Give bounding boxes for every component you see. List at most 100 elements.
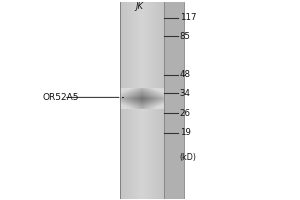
- Bar: [140, 106, 141, 107]
- Bar: [150, 106, 152, 107]
- Bar: [146, 101, 147, 102]
- Bar: [153, 102, 154, 103]
- Bar: [120, 89, 121, 90]
- Bar: [155, 88, 156, 89]
- Bar: [154, 95, 155, 96]
- Bar: [157, 107, 158, 108]
- Bar: [129, 103, 130, 104]
- Bar: [140, 107, 141, 108]
- Bar: [129, 100, 130, 101]
- Bar: [127, 95, 128, 96]
- Bar: [131, 99, 132, 100]
- Bar: [124, 94, 126, 95]
- Bar: [130, 93, 131, 94]
- Bar: [123, 101, 124, 102]
- Bar: [127, 104, 128, 105]
- Bar: [155, 90, 156, 91]
- Bar: [134, 96, 135, 97]
- Bar: [153, 94, 154, 95]
- Bar: [145, 103, 146, 104]
- Bar: [121, 88, 122, 89]
- Bar: [155, 105, 157, 106]
- Bar: [158, 105, 159, 106]
- Bar: [120, 102, 121, 103]
- Bar: [160, 95, 161, 96]
- Bar: [159, 91, 160, 92]
- Bar: [128, 103, 129, 104]
- Bar: [143, 104, 144, 105]
- Bar: [138, 106, 139, 107]
- Bar: [156, 101, 157, 102]
- Bar: [158, 91, 159, 92]
- Bar: [135, 96, 136, 97]
- Bar: [134, 93, 135, 94]
- Bar: [140, 92, 141, 93]
- Bar: [133, 92, 134, 93]
- Bar: [142, 93, 144, 94]
- Bar: [129, 104, 130, 105]
- Bar: [149, 106, 150, 107]
- Bar: [142, 98, 144, 99]
- Bar: [136, 90, 137, 91]
- Bar: [137, 107, 138, 108]
- Bar: [130, 100, 131, 101]
- Bar: [134, 97, 135, 98]
- Bar: [141, 89, 142, 90]
- Bar: [121, 2, 122, 199]
- Bar: [126, 104, 127, 105]
- Bar: [128, 96, 129, 97]
- Bar: [157, 90, 158, 91]
- Bar: [144, 92, 145, 93]
- Bar: [149, 102, 150, 103]
- Bar: [133, 107, 134, 108]
- Bar: [122, 107, 123, 108]
- Bar: [137, 94, 138, 95]
- Bar: [142, 88, 143, 89]
- Bar: [158, 98, 159, 99]
- Bar: [129, 93, 130, 94]
- Bar: [154, 93, 155, 94]
- Bar: [140, 91, 141, 92]
- Bar: [131, 92, 132, 93]
- Bar: [124, 102, 125, 103]
- Bar: [160, 105, 161, 106]
- Bar: [160, 104, 161, 105]
- Bar: [130, 98, 131, 99]
- Bar: [121, 97, 122, 98]
- Bar: [123, 96, 124, 97]
- Bar: [156, 94, 157, 95]
- Bar: [147, 105, 148, 106]
- Bar: [124, 103, 126, 104]
- Bar: [133, 96, 134, 97]
- Bar: [149, 105, 150, 106]
- Bar: [130, 104, 131, 105]
- Bar: [159, 96, 160, 97]
- Bar: [140, 101, 141, 102]
- Bar: [161, 102, 162, 103]
- Bar: [146, 93, 147, 94]
- Bar: [133, 100, 134, 101]
- Bar: [130, 108, 131, 109]
- Bar: [140, 104, 141, 105]
- Bar: [121, 96, 122, 97]
- Bar: [144, 95, 145, 96]
- Text: 48: 48: [180, 70, 191, 79]
- Bar: [149, 99, 150, 100]
- Bar: [122, 2, 123, 199]
- Bar: [139, 93, 140, 94]
- Bar: [139, 91, 140, 92]
- Bar: [137, 108, 139, 109]
- Bar: [127, 90, 128, 91]
- Bar: [142, 100, 143, 101]
- Bar: [138, 105, 139, 106]
- Bar: [149, 98, 150, 99]
- Bar: [137, 98, 138, 99]
- Bar: [133, 98, 134, 99]
- Bar: [142, 107, 144, 108]
- Bar: [153, 90, 154, 91]
- Bar: [154, 100, 155, 101]
- Bar: [155, 94, 156, 95]
- Bar: [135, 107, 136, 108]
- Bar: [135, 106, 136, 107]
- Bar: [125, 88, 126, 89]
